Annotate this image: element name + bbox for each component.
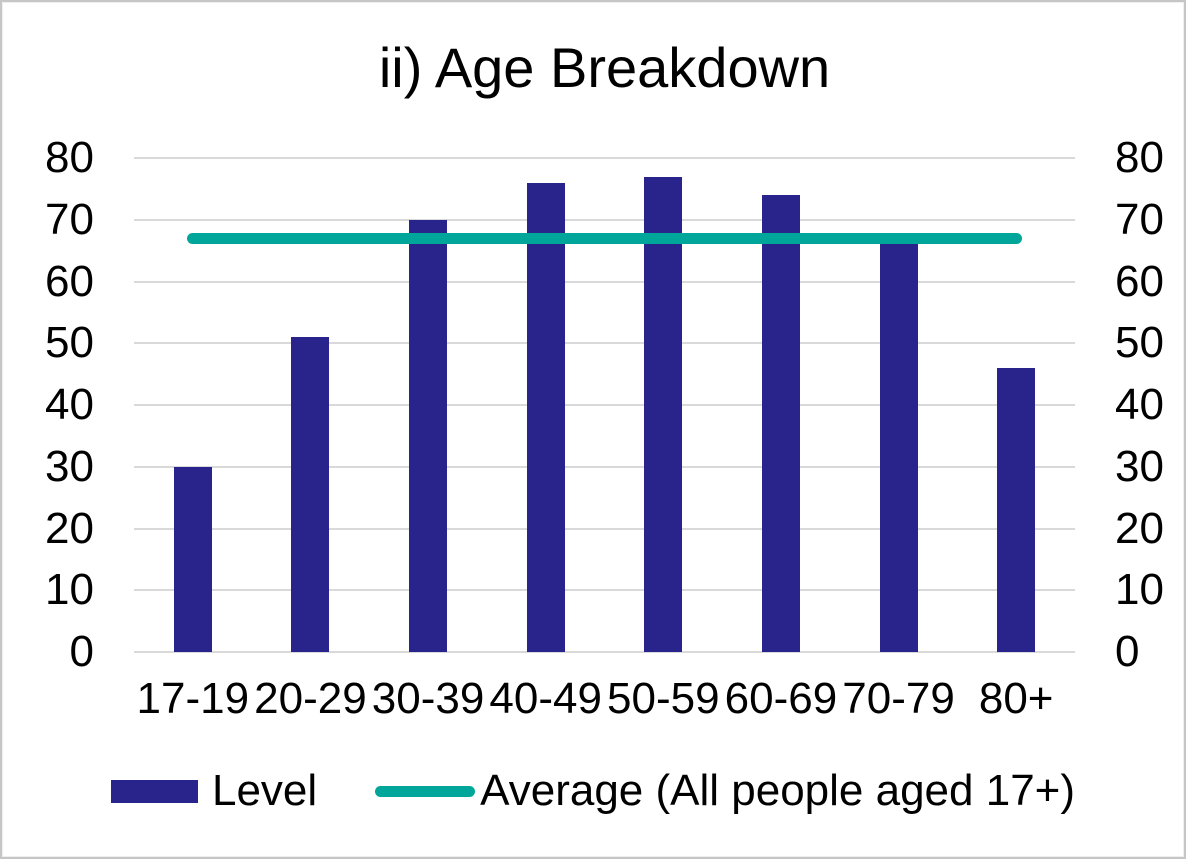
x-axis-tick: 17-19 — [136, 674, 250, 723]
y-axis-tick-left: 10 — [45, 565, 94, 615]
gridline — [134, 404, 1075, 406]
x-axis-tick: 40-49 — [489, 674, 602, 723]
y-axis-tick-right: 20 — [1115, 503, 1164, 553]
x-axis-tick: 80+ — [978, 674, 1054, 723]
gridline — [134, 527, 1075, 530]
y-axis-tick-left: 70 — [45, 194, 94, 244]
y-axis-tick-right: 30 — [1115, 441, 1164, 491]
y-axis-tick-left: 40 — [45, 380, 94, 429]
bar-60-69 — [761, 195, 800, 652]
gridline — [134, 589, 1075, 592]
x-axis-tick: 60-69 — [724, 674, 838, 723]
gridline — [134, 280, 1075, 283]
legend-bar-swatch — [110, 779, 198, 803]
y-axis-tick-right: 60 — [1115, 256, 1164, 306]
y-axis-tick-left: 30 — [45, 441, 94, 491]
average-line — [187, 232, 1022, 244]
y-axis-tick-right: 70 — [1115, 194, 1164, 244]
bar-40-49 — [526, 182, 565, 652]
bar-17-19 — [173, 466, 212, 652]
y-axis-tick-right: 40 — [1115, 380, 1164, 429]
bar-20-29 — [291, 337, 330, 652]
y-axis-tick-right: 0 — [1115, 627, 1140, 676]
gridline — [134, 342, 1075, 345]
bar-70-79 — [879, 244, 918, 652]
y-axis-tick-left: 20 — [45, 503, 94, 553]
gridline — [134, 218, 1075, 221]
gridline — [134, 157, 1075, 159]
y-axis-tick-left: 80 — [45, 133, 94, 182]
x-axis-tick: 30-39 — [371, 674, 485, 723]
bar-80+ — [997, 367, 1036, 652]
y-axis-tick-right: 10 — [1115, 565, 1164, 615]
x-axis-tick: 50-59 — [607, 674, 720, 723]
x-axis-tick: 70-79 — [842, 674, 955, 723]
y-axis-tick-left: 50 — [45, 318, 94, 368]
gridline — [134, 465, 1075, 468]
chart-title: ii) Age Breakdown — [378, 36, 831, 99]
legend: Level Average (All people aged 17+) — [2, 766, 1184, 816]
gridline — [134, 651, 1075, 653]
y-axis-tick-left: 0 — [69, 627, 94, 676]
legend-label-average: Average (All people aged 17+) — [480, 766, 1076, 815]
legend-line-swatch — [375, 785, 476, 797]
x-axis-tick: 20-29 — [254, 674, 367, 723]
bar-30-39 — [409, 219, 448, 652]
y-axis-tick-left: 60 — [45, 256, 94, 306]
y-axis-tick-right: 50 — [1115, 318, 1164, 368]
legend-label-level: Level — [211, 766, 318, 815]
bar-50-59 — [644, 176, 683, 652]
y-axis-tick-right: 80 — [1115, 133, 1164, 182]
